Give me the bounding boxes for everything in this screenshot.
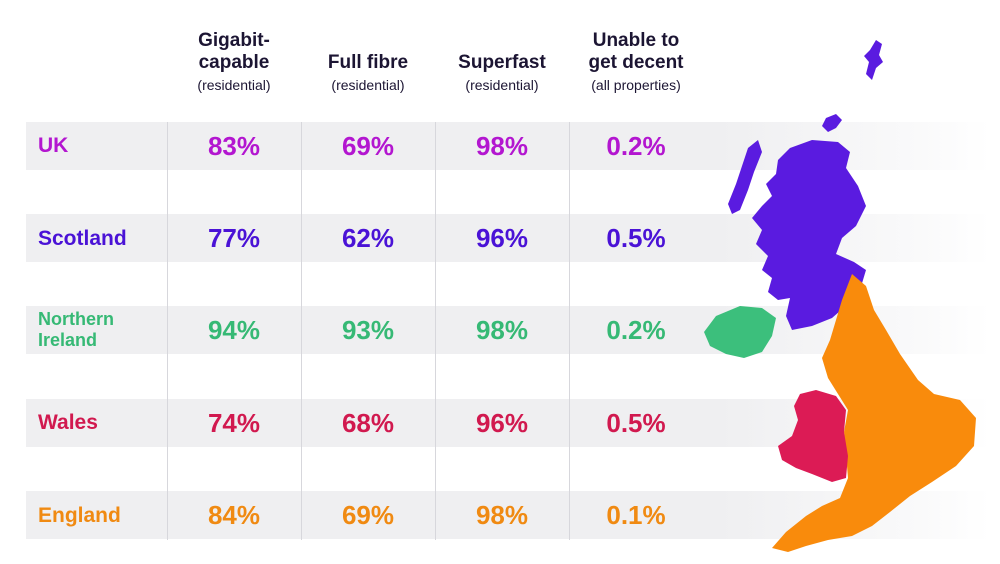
value-cell: 93% [341, 315, 395, 345]
column-divider [569, 122, 570, 540]
row-label-england: England [38, 504, 168, 528]
uk-map [704, 40, 976, 552]
column-header-superfast: Superfast (residential) [436, 52, 568, 95]
column-header-title-line2: get decent [588, 52, 684, 73]
map-orkney [822, 114, 842, 132]
column-header-subtitle: (residential) [331, 77, 405, 93]
map-wales [778, 390, 848, 482]
column-header-title: Unable to [592, 30, 680, 51]
value-cell: 0.2% [606, 315, 666, 345]
value-cell: 96% [475, 223, 529, 253]
map-scotland [752, 140, 866, 330]
column-divider [167, 122, 168, 540]
row-label-uk: UK [38, 134, 168, 158]
column-divider [301, 122, 302, 540]
column-header-title: Superfast [458, 52, 546, 73]
map-northern-ireland [704, 306, 776, 358]
value-cell: 96% [475, 408, 529, 438]
column-header-title: Gigabit- [198, 30, 270, 51]
map-hebrides [728, 140, 762, 214]
value-cell: 77% [207, 223, 261, 253]
column-divider [435, 122, 436, 540]
column-header-subtitle: (all properties) [591, 77, 681, 93]
column-header-title-line2: capable [198, 52, 270, 73]
value-cell: 69% [341, 500, 395, 530]
value-cell: 98% [475, 500, 529, 530]
column-header-full-fibre: Full fibre (residential) [302, 52, 434, 95]
row-label-text-line2: Ireland [38, 330, 98, 350]
row-label-scotland: Scotland [38, 227, 168, 251]
row-label-wales: Wales [38, 411, 168, 435]
value-cell: 98% [475, 131, 529, 161]
value-cell: 74% [207, 408, 261, 438]
row-label-text: Northern [38, 309, 114, 329]
value-cell: 0.1% [606, 500, 666, 530]
value-cell: 98% [475, 315, 529, 345]
value-cell: 68% [341, 408, 395, 438]
column-header-subtitle: (residential) [465, 77, 539, 93]
row-label-text: England [38, 504, 121, 527]
value-cell: 0.2% [606, 131, 666, 161]
row-label-text: Scotland [38, 227, 127, 250]
column-header-title: Full fibre [327, 52, 409, 73]
value-cell: 94% [207, 315, 261, 345]
column-header-unable: Unable to get decent (all properties) [570, 30, 702, 95]
value-cell: 0.5% [606, 408, 666, 438]
map-shetland [864, 40, 883, 80]
row-label-northern-ireland: Northern Ireland [38, 309, 168, 351]
row-label-text: Wales [38, 411, 98, 434]
map-england [772, 274, 976, 552]
row-label-text: UK [38, 134, 69, 157]
value-cell: 84% [207, 500, 261, 530]
column-header-subtitle: (residential) [197, 77, 271, 93]
value-cell: 83% [207, 131, 261, 161]
column-header-gigabit: Gigabit- capable (residential) [168, 30, 300, 95]
value-cell: 62% [341, 223, 395, 253]
value-cell: 0.5% [606, 223, 666, 253]
value-cell: 69% [341, 131, 395, 161]
